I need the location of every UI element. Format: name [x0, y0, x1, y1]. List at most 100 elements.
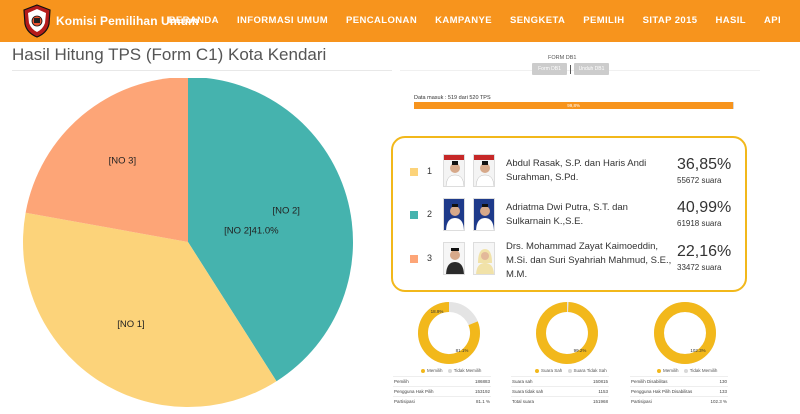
form-db1-buttons: Form DB1 Unduh DB1: [532, 63, 609, 75]
table-row: Pengguna Hak Pilih 153192: [393, 386, 491, 397]
disability-participation-donut: 102.3%: [654, 302, 716, 364]
main-nav: BERANDA INFORMASI UMUM PENCALONAN KAMPAN…: [160, 15, 790, 26]
donut-3-legend-a: Memilih: [663, 368, 679, 373]
candidate-2-percentage: 40,99%: [677, 199, 732, 216]
candidate-2-number: 2: [427, 209, 433, 219]
stat-label: Partisipasi: [393, 396, 463, 407]
nav-hasil[interactable]: HASIL: [715, 15, 746, 26]
disability-stats-table: Pemilih Disabilitas 130 Pengguna Hak Pili…: [630, 376, 728, 407]
slice-no-1[interactable]: [22, 212, 277, 407]
nav-pencalonan[interactable]: PENCALONAN: [346, 15, 418, 26]
nav-pemilih[interactable]: PEMILIH: [583, 15, 625, 26]
donut-3-legend: Memilih Tidak Memilih: [657, 368, 717, 373]
stat-value: 150815: [575, 376, 609, 387]
stat-value: 81.1 %: [462, 396, 491, 407]
donut-main-arc: [418, 302, 480, 364]
stat-label: Suara sah: [511, 376, 576, 387]
legend-dot-icon: [657, 368, 661, 373]
stat-label: Pengguna Hak Pilih: [393, 386, 463, 397]
table-row: Partisipasi 81.1 %: [393, 396, 491, 407]
candidate-1-name: Abdul Rasak, S.P. dan Haris Andi Surahma…: [506, 158, 647, 183]
slice-no-2[interactable]: [188, 78, 353, 382]
download-db1-button[interactable]: Unduh DB1: [574, 63, 609, 75]
voter-stats-table: Pemilih 186883 Pengguna Hak Pilih 153192 P…: [393, 376, 491, 407]
data-progress-fill: 99,8%: [414, 102, 734, 109]
form-db1-button[interactable]: Form DB1: [532, 63, 567, 75]
nav-sitap-2015[interactable]: SITAP 2015: [642, 15, 698, 26]
title-divider: [12, 70, 392, 71]
legend-dot-icon: [447, 368, 452, 373]
top-navbar: Komisi Pemilihan Umum BERANDA INFORMASI …: [0, 0, 800, 42]
candidate-2-photo-b: [473, 198, 495, 231]
candidate-3-percentage: 22,16%: [677, 243, 732, 260]
page-title: Hasil Hitung TPS (Form C1) Kota Kendari: [12, 45, 327, 64]
data-progress-bar: 99,8%: [414, 102, 734, 109]
candidate-row-3[interactable]: 3 Drs. Mohammad Zayat Kaimoeddin, M.Si. …: [393, 238, 749, 282]
donut-2-legend: Suara Sah Suara Tidak Sah: [535, 368, 607, 373]
donut-3-legend-b: Tidak Memilih: [689, 368, 718, 373]
form-db1-label: FORM DB1: [548, 55, 577, 61]
donut-main-arc: [536, 302, 598, 364]
nav-informasi-umum[interactable]: INFORMASI UMUM: [236, 15, 329, 26]
donut-main-arc: [654, 302, 716, 364]
candidate-3-color-swatch: [410, 255, 418, 263]
candidate-2-name: Adriatma Dwi Putra, S.T. dan Sulkarnain …: [506, 202, 628, 227]
stat-value: 133: [705, 386, 728, 397]
stat-label: Pengguna Hak Pilih Disabilitas: [630, 386, 706, 397]
button-separator: [570, 64, 571, 74]
donut-main-label: 99.2%: [574, 348, 587, 353]
nav-beranda[interactable]: BERANDA: [168, 15, 219, 26]
donut-1-legend-b: Tidak Memilih: [453, 368, 482, 373]
nav-api[interactable]: API: [763, 15, 781, 26]
slice-annotation: [NO 2]41.0%: [224, 226, 279, 237]
nav-sengketa[interactable]: SENGKETA: [509, 15, 566, 26]
candidates-panel: 1 Abdul Rasak, S.P. dan Haris Andi Surah…: [391, 136, 747, 292]
table-row: Pemilih Disabilitas 130: [630, 376, 728, 387]
table-row: Suara sah 150815: [511, 376, 609, 387]
slice-label: [NO 2]: [273, 205, 300, 216]
candidate-3-votes: 33472 suara: [677, 263, 722, 272]
candidate-2-photo-a: [443, 198, 465, 231]
candidate-1-percentage: 36,85%: [677, 156, 732, 173]
donut-remainder-label: 18.9%: [431, 309, 444, 314]
donut-2-legend-a: Suara Sah: [541, 368, 563, 373]
candidate-1-votes: 55672 suara: [677, 176, 722, 185]
candidate-2-votes: 61918 suara: [677, 219, 722, 228]
legend-dot-icon: [421, 368, 425, 373]
candidate-1-photo-b: [473, 154, 495, 187]
table-row: Pemilih 186883: [393, 376, 491, 387]
donut-main-label: 102.3%: [690, 348, 705, 353]
legend-dot-icon: [683, 368, 688, 373]
vote-validity-table: Suara sah 150815 Suara tidak sah 1153 Tota…: [511, 376, 609, 407]
stat-value: 130: [705, 376, 728, 387]
stat-value: 151968: [575, 396, 609, 407]
candidate-3-photo-a: [443, 242, 465, 275]
candidate-3-number: 3: [427, 253, 433, 263]
donut-2-legend-b: Suara Tidak Sah: [573, 368, 607, 373]
brand-name: Komisi Pemilihan Umum: [56, 14, 199, 28]
slice-label: [NO 1]: [117, 319, 144, 330]
donut-main-label: 81.1%: [456, 348, 469, 353]
stat-label: Pemilih Disabilitas: [630, 376, 706, 387]
legend-dot-icon: [567, 368, 572, 373]
candidate-1-photo-a: [443, 154, 465, 187]
data-masuk-label: Data masuk : 519 dari 520 TPS: [414, 95, 491, 101]
slice-no-3[interactable]: [25, 78, 188, 242]
vote-share-pie-chart: [NO 2] [NO 2]41.0% [NO 1] [NO 3]: [22, 78, 353, 407]
candidate-row-2[interactable]: 2 Adriatma Dwi Putra, S.T. dan Sulkarnai…: [393, 194, 749, 238]
brand[interactable]: Komisi Pemilihan Umum: [22, 4, 199, 38]
table-row: Partisipasi 102.3 %: [630, 396, 728, 407]
kpu-logo-icon: [23, 4, 51, 38]
nav-kampanye[interactable]: KAMPANYE: [435, 15, 492, 26]
stat-label: Pemilih: [393, 376, 463, 387]
stat-label: Suara tidak sah: [511, 386, 576, 397]
table-row: Pengguna Hak Pilih Disabilitas 133: [630, 386, 728, 397]
stat-value: 186883: [462, 376, 491, 387]
stat-value: 153192: [462, 386, 491, 397]
candidate-row-1[interactable]: 1 Abdul Rasak, S.P. dan Haris Andi Surah…: [393, 150, 749, 194]
stat-label: Partisipasi: [630, 396, 706, 407]
legend-dot-icon: [535, 368, 539, 373]
candidate-3-photo-b: [473, 242, 495, 275]
stat-value: 1153: [575, 386, 609, 397]
table-row: Suara tidak sah 1153: [511, 386, 609, 397]
